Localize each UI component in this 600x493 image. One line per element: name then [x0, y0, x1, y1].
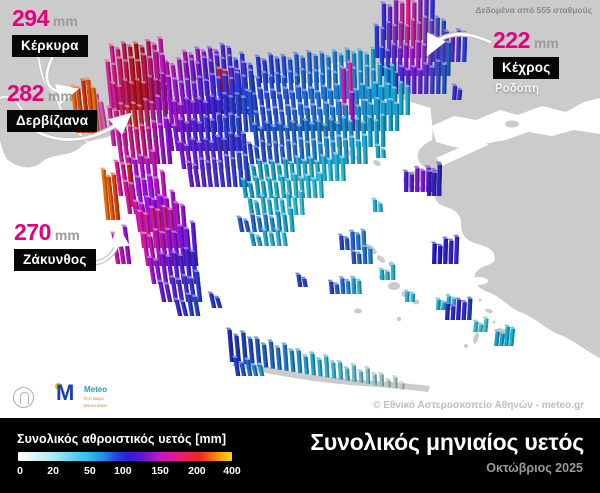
- callout-zakynthos: 270 mm Ζάκυνθος: [14, 221, 96, 271]
- legend-tick-label: 150: [151, 465, 169, 477]
- legend-colorbar: [18, 452, 232, 461]
- land-turkey: [417, 62, 600, 358]
- callout-station-name: Κέρκυρα: [12, 35, 88, 57]
- map-title: Συνολικός μηνιαίος υετός: [310, 429, 584, 455]
- callout-value: 222: [493, 27, 530, 53]
- island-marmara: [505, 120, 519, 128]
- coastline-otranto: [0, 96, 23, 111]
- greece-map: [0, 0, 600, 392]
- meteo-tagline-1: Ό,τι καιρό: [84, 395, 104, 401]
- legend-ticks: 0 20 50 100 150 200 400: [17, 465, 241, 479]
- callout-value: 270: [14, 219, 51, 245]
- legend-tick-label: 0: [17, 465, 23, 477]
- callout-unit: mm: [533, 35, 559, 51]
- callout-region: Ροδόπη: [495, 83, 540, 95]
- precipitation-bars: [69, 0, 516, 390]
- meteo-logo: M Meteo Ό,τι καιρό και να κάνει: [55, 380, 108, 408]
- meteo-tagline-2: και να κάνει: [84, 402, 108, 408]
- callout-station-name: Κέχρος: [493, 57, 560, 79]
- legend-tick-label: 20: [47, 465, 59, 477]
- gulf-notch: [468, 277, 488, 285]
- legend-tick-label: 100: [114, 465, 132, 477]
- watermark: © Εθνικό Αστεροσκοπείο Αθηνών - meteo.gr: [373, 400, 584, 411]
- legend-tick-label: 400: [223, 465, 241, 477]
- callout-derviziana: 282 mm Δερβίζιανα: [7, 80, 98, 132]
- meteo-m-icon: M: [55, 380, 74, 406]
- callout-station-name: Ζάκυνθος: [14, 249, 96, 271]
- callout-kerkyra: 294 mm Κέρκυρα: [12, 7, 88, 57]
- legend-title: Συνολικός αθροιστικός υετός [mm]: [17, 432, 227, 446]
- callout-kechros: 222 mm Κέχρος Ροδόπη: [493, 27, 560, 95]
- callout-unit: mm: [54, 227, 80, 243]
- legend-tick-label: 200: [188, 465, 206, 477]
- callout-value: 282: [7, 80, 44, 106]
- meteo-logo-text: Meteo: [84, 385, 108, 395]
- callout-unit: mm: [47, 88, 73, 104]
- callout-unit: mm: [52, 13, 78, 29]
- stations-note: Δεδομένα από 555 σταθμούς: [475, 5, 592, 15]
- callout-station-name: Δερβίζιανα: [7, 110, 98, 132]
- logos: M Meteo Ό,τι καιρό και να κάνει: [13, 380, 108, 410]
- callout-value: 294: [12, 5, 49, 31]
- noa-logo-icon: [13, 386, 34, 408]
- legend-tick-label: 50: [84, 465, 96, 477]
- map-subtitle: Οκτώβριος 2025: [486, 461, 583, 475]
- strait-dardanelles: [436, 138, 488, 166]
- footer-bar: Συνολικός αθροιστικός υετός [mm] 0 20 50 10…: [0, 418, 600, 493]
